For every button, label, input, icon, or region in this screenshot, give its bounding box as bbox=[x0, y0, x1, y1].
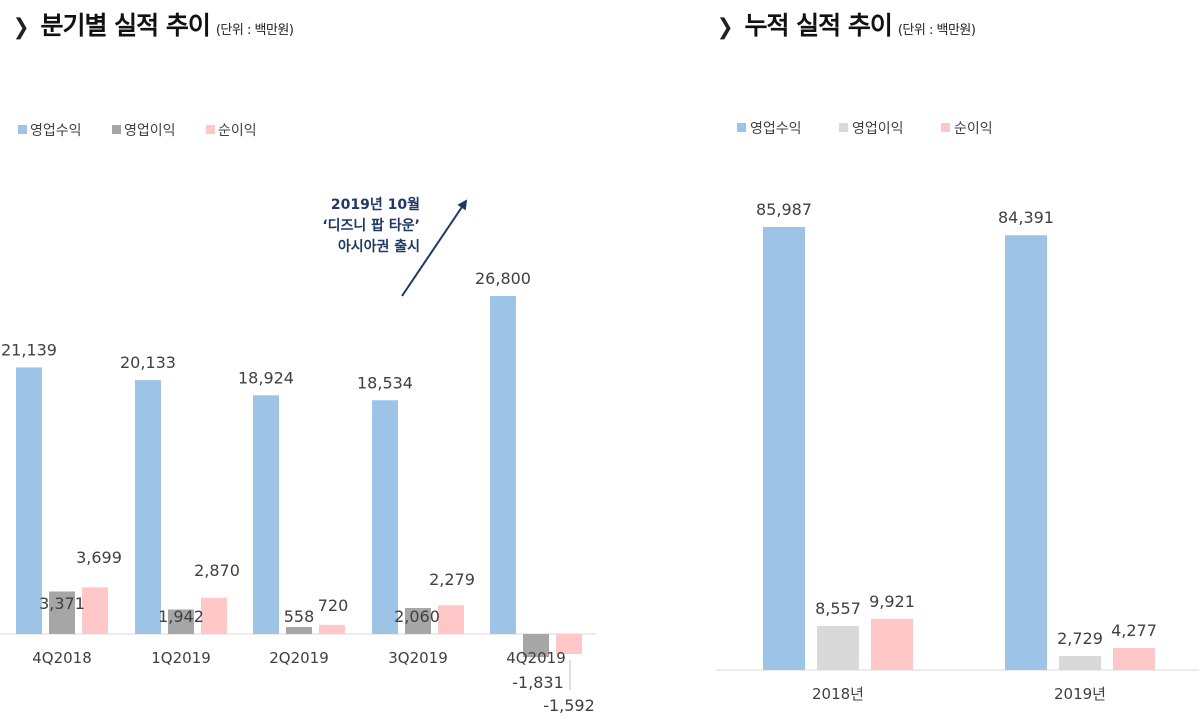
legend-swatch-3 bbox=[941, 123, 950, 132]
operating-profit-bar bbox=[1059, 655, 1101, 670]
net-profit-value-label: 720 bbox=[318, 596, 349, 615]
operating-profit-bar bbox=[49, 591, 75, 634]
revenue-value-label: 84,391 bbox=[998, 208, 1054, 227]
revenue-bar bbox=[135, 380, 161, 634]
annotation-arrow bbox=[401, 199, 468, 297]
legend-label-3: 순이익 bbox=[218, 123, 257, 139]
legend-swatch-1 bbox=[737, 123, 746, 132]
revenue-value-label: 21,139 bbox=[1, 340, 57, 359]
net-profit-value-label: 4,277 bbox=[1111, 621, 1157, 640]
legend-label-3: 순이익 bbox=[954, 121, 993, 137]
net-profit-bar bbox=[319, 624, 345, 634]
revenue-bar bbox=[372, 400, 398, 634]
net-profit-bar bbox=[871, 618, 913, 670]
right-unit-text: (단위 : 백만원) bbox=[897, 23, 976, 38]
operating-profit-value-label: 2,729 bbox=[1057, 629, 1103, 648]
legend-swatch-2 bbox=[112, 125, 121, 134]
net-profit-bar bbox=[438, 605, 464, 634]
net-profit-value-label: 3,699 bbox=[76, 548, 122, 567]
category-label: 2018년 bbox=[812, 685, 864, 703]
category-label: 2Q2019 bbox=[269, 649, 329, 667]
left-unit-text: (단위 : 백만원) bbox=[215, 23, 294, 38]
operating-profit-value-label: 558 bbox=[284, 607, 315, 626]
legend-swatch-1 bbox=[18, 125, 27, 134]
left-title-text: 분기별 실적 추이 bbox=[40, 11, 210, 40]
category-label: 4Q2018 bbox=[32, 649, 92, 667]
right-title-text: 누적 실적 추이 bbox=[744, 11, 892, 40]
category-label: 1Q2019 bbox=[151, 649, 211, 667]
revenue-value-label: 18,534 bbox=[357, 373, 413, 392]
revenue-bar bbox=[490, 296, 516, 634]
legend-swatch-3 bbox=[206, 125, 215, 134]
chevron-right-icon: ❯ bbox=[716, 15, 734, 40]
category-label: 2019년 bbox=[1054, 685, 1106, 703]
right-chart-title: ❯ 누적 실적 추이 (단위 : 백만원) bbox=[716, 6, 976, 42]
operating-profit-value-label: 1,942 bbox=[158, 607, 204, 626]
revenue-value-label: 85,987 bbox=[756, 200, 812, 219]
operating-profit-value-label: 3,371 bbox=[39, 594, 85, 613]
annotation-line-2: ‘디즈니 팝 타운’ bbox=[322, 217, 420, 234]
annotation-line-1: 2019년 10월 bbox=[331, 196, 420, 213]
revenue-bar bbox=[763, 227, 805, 670]
operating-profit-bar bbox=[817, 625, 859, 670]
annotation-line-3: 아시아권 출시 bbox=[338, 238, 420, 255]
left-chart-title: ❯ 분기별 실적 추이 (단위 : 백만원) bbox=[12, 6, 294, 42]
revenue-value-label: 20,133 bbox=[120, 353, 176, 372]
net-profit-value-label: -1,592 bbox=[543, 696, 595, 715]
revenue-value-label: 18,924 bbox=[238, 368, 294, 387]
revenue-value-label: 26,800 bbox=[475, 269, 531, 288]
legend-label-1: 영업수익 bbox=[30, 123, 82, 139]
legend-label-1: 영업수익 bbox=[750, 121, 802, 137]
revenue-bar bbox=[16, 367, 42, 634]
revenue-bar bbox=[253, 395, 279, 634]
net-profit-bar bbox=[82, 587, 108, 634]
operating-profit-bar bbox=[168, 609, 194, 634]
legend-swatch-2 bbox=[839, 123, 848, 132]
operating-profit-value-label: -1,831 bbox=[512, 673, 564, 692]
legend-label-2: 영업이익 bbox=[124, 123, 176, 139]
operating-profit-value-label: 8,557 bbox=[815, 599, 861, 618]
net-profit-value-label: 2,279 bbox=[429, 570, 475, 589]
category-label: 3Q2019 bbox=[388, 649, 448, 667]
operating-profit-bar bbox=[286, 626, 312, 634]
net-profit-value-label: 2,870 bbox=[194, 561, 240, 580]
operating-profit-bar bbox=[405, 608, 431, 634]
operating-profit-value-label: 2,060 bbox=[394, 607, 440, 626]
operating-profit-bar bbox=[523, 634, 549, 658]
net-profit-bar bbox=[556, 634, 582, 655]
category-label: 4Q2019 bbox=[506, 649, 566, 667]
net-profit-bar bbox=[201, 597, 227, 634]
revenue-bar bbox=[1005, 235, 1047, 670]
chevron-right-icon: ❯ bbox=[12, 15, 30, 40]
net-profit-bar bbox=[1113, 647, 1155, 670]
net-profit-value-label: 9,921 bbox=[869, 592, 915, 611]
legend-label-2: 영업이익 bbox=[852, 121, 904, 137]
